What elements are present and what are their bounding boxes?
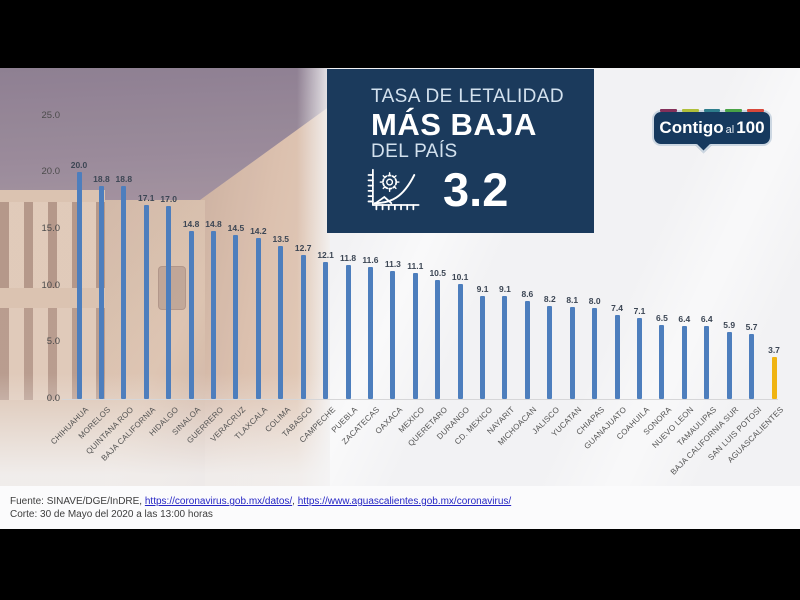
bar (502, 295, 508, 399)
bar (726, 332, 732, 399)
bar (300, 254, 306, 399)
source-footer: Fuente: SINAVE/DGE/InDRE, https://corona… (10, 495, 511, 521)
y-axis-label: 10.0 (41, 279, 61, 291)
bar-value-label: 8.2 (543, 294, 556, 304)
bar (98, 185, 104, 399)
bar-value-label: 14.5 (227, 222, 245, 233)
bar-value-label: 6.4 (678, 314, 691, 325)
title-banner: TASA DE LETALIDAD MÁS BAJA DEL PAÍS (327, 69, 594, 233)
bar-value-label: 8.0 (588, 296, 601, 307)
banner-line1: TASA DE LETALIDAD (371, 86, 564, 107)
banner-line2: MÁS BAJA (371, 107, 537, 142)
bar-value-label: 5.9 (723, 320, 736, 331)
bar (76, 172, 82, 399)
bar-value-label: 11.3 (384, 258, 401, 269)
source-prefix: Fuente: SINAVE/DGE/InDRE, (10, 496, 145, 507)
bar (255, 237, 261, 399)
logo-number: 100 (736, 118, 765, 137)
logo-dash (703, 109, 721, 112)
logo-dash (747, 109, 764, 112)
bar (233, 234, 239, 399)
aguascalientes-gob-link[interactable]: https://www.aguascalientes.gob.mx/corona… (297, 496, 512, 507)
bar (637, 318, 642, 399)
bar-value-label: 18.8 (93, 173, 110, 184)
bar-value-label: 12.7 (294, 242, 312, 253)
bar (457, 284, 463, 399)
bar-value-label: 14.8 (205, 219, 222, 230)
banner-rate-value: 3.2 (443, 163, 509, 216)
logo-word: Contigo (659, 118, 724, 137)
y-axis-label: 20.0 (41, 166, 61, 178)
bar-value-label: 14.2 (250, 225, 267, 236)
bar (278, 245, 284, 399)
bar (367, 267, 373, 399)
bar (749, 334, 755, 399)
bar-value-label: 11.1 (407, 261, 424, 272)
bar-value-label: 8.1 (566, 295, 579, 306)
letality-bar-chart: 0.0 5.0 10.0 15.0 20.0 25.0 20.0 CHIHUAHUA 18.8 M… (0, 68, 800, 529)
bar (390, 270, 396, 399)
bar-value-label: 6.5 (655, 313, 668, 324)
bar (412, 273, 418, 399)
banner-line3: DEL PAÍS (371, 141, 458, 162)
source-line: Fuente: SINAVE/DGE/InDRE, https://corona… (10, 496, 512, 507)
bar (143, 205, 149, 399)
y-axis-label: 5.0 (46, 336, 60, 348)
bar-value-label: 6.4 (700, 314, 713, 325)
slide-content: 0.0 5.0 10.0 15.0 20.0 25.0 20.0 CHIHUAHUA 18.8 M… (0, 68, 800, 529)
bar (681, 326, 687, 399)
footer-strip (0, 486, 800, 529)
y-axis-label: 15.0 (41, 222, 61, 234)
logo-dash (725, 109, 743, 112)
bar (188, 231, 194, 399)
bar-value-label: 7.1 (633, 306, 646, 317)
bar-value-label: 13.5 (272, 233, 290, 244)
logo-dash (681, 109, 699, 112)
bar (547, 306, 553, 399)
bar-value-label: 5.7 (745, 322, 758, 333)
bar-highlighted (771, 357, 777, 399)
bar (323, 261, 329, 399)
bar-value-label: 20.0 (70, 160, 88, 171)
bar (435, 279, 441, 399)
bar (166, 206, 172, 399)
coronavirus-gob-link[interactable]: https://coronavirus.gob.mx/datos/ (144, 496, 293, 507)
bar (704, 326, 710, 399)
bar-value-label: 8.6 (521, 289, 534, 300)
bar (524, 301, 530, 399)
logo-dash (660, 109, 677, 112)
bar-value-label: 3.7 (768, 345, 780, 356)
bar-value-label: 10.1 (451, 272, 469, 283)
bar-value-label: 7.4 (611, 303, 623, 314)
bar (121, 185, 127, 399)
y-axis-label: 25.0 (41, 109, 61, 121)
growth-chart-virus-icon (365, 168, 423, 212)
bar-value-label: 9.1 (499, 283, 511, 294)
logo-mid: al (725, 124, 735, 136)
bar-value-label: 11.8 (339, 253, 357, 264)
x-axis-line (62, 399, 778, 400)
y-axis-label: 0.0 (46, 393, 60, 404)
bar (569, 307, 575, 399)
bar-value-label: 11.6 (362, 255, 379, 266)
bar (659, 325, 665, 399)
bar (345, 265, 351, 399)
contigo-al-100-logo: Contigo al 100 (652, 109, 772, 154)
bar-value-label: 12.1 (317, 249, 334, 260)
bar-value-label: 9.1 (476, 283, 489, 294)
bar (480, 295, 486, 399)
bar-value-label: 10.5 (429, 267, 446, 278)
bar (592, 308, 598, 399)
bar-value-label: 17.1 (137, 193, 155, 204)
bar (211, 231, 217, 399)
bar-value-label: 18.8 (115, 173, 133, 184)
cutoff-line: Corte: 30 de Mayo del 2020 a las 13:00 h… (10, 509, 213, 520)
logo-color-dashes (660, 109, 764, 112)
bar (614, 315, 620, 399)
bar-value-label: 17.0 (160, 194, 177, 205)
bar-value-label: 14.8 (182, 219, 200, 230)
